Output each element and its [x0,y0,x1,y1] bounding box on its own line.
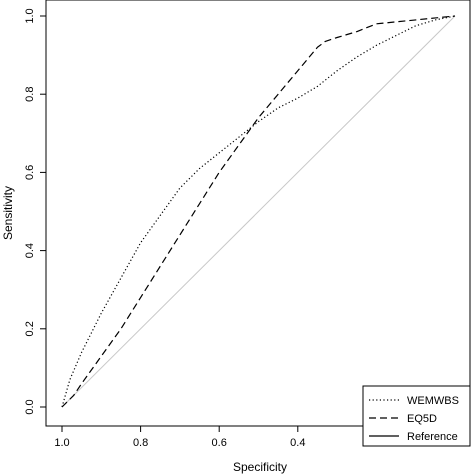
x-tick-label: 0.8 [133,437,148,449]
legend: WEMWBS EQ5D Reference [362,385,471,447]
y-tick-label: 0.4 [24,243,36,258]
x-tick-label: 0.4 [290,437,305,449]
legend-label-eq5d: EQ5D [407,413,437,425]
x-axis-label: Specificity [233,460,287,474]
y-tick-label: 1.0 [24,8,36,23]
y-tick-label: 0.8 [24,87,36,102]
legend-label-wemwbs: WEMWBS [407,395,459,407]
series-line-reference [61,15,456,408]
y-axis-label: Sensitivity [1,186,15,240]
series-line-eq5d [61,15,456,408]
x-tick-label: 1.0 [54,437,69,449]
y-axis: 0.0 0.2 0.4 0.6 0.8 1.0 [24,8,47,415]
y-tick-label: 0.0 [24,399,36,414]
reference-layer [61,15,456,408]
series-layer [61,15,456,408]
y-tick-label: 0.6 [24,165,36,180]
y-tick-label: 0.2 [24,321,36,336]
series-line-wemwbs [61,15,456,408]
legend-label-reference: Reference [407,431,458,443]
x-tick-label: 0.6 [212,437,227,449]
